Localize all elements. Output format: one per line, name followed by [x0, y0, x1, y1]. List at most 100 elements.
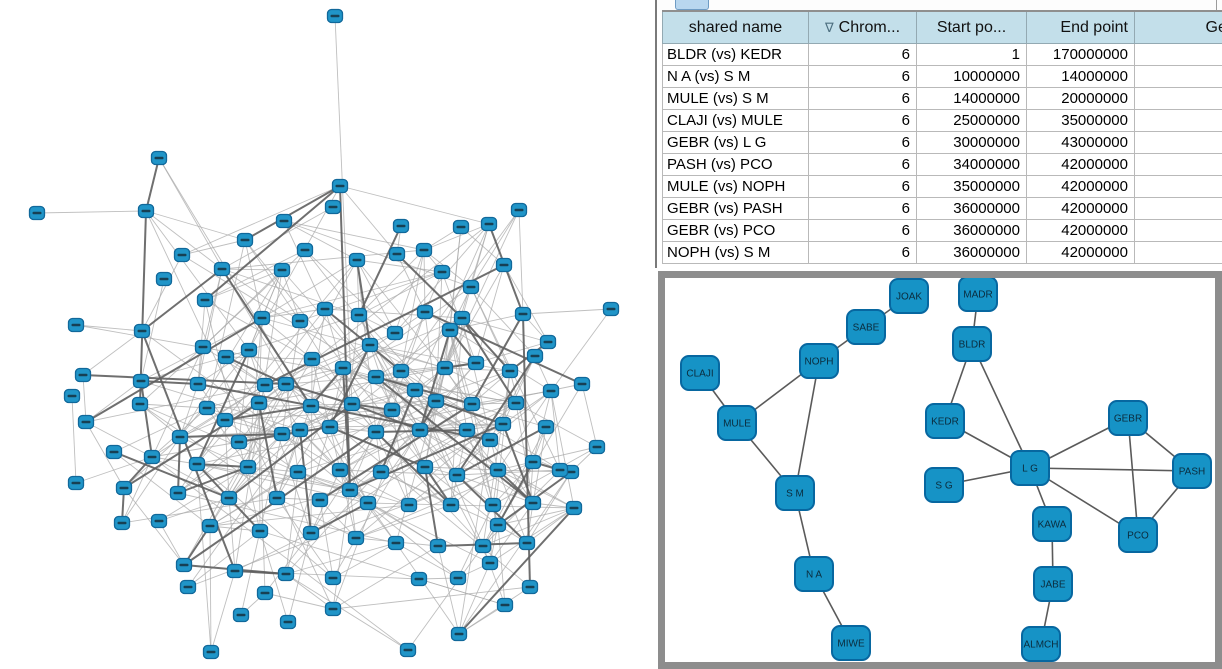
network-node[interactable]: [526, 348, 544, 364]
network-node[interactable]: [392, 363, 410, 379]
network-node[interactable]: [537, 419, 555, 435]
table-cell[interactable]: 42000000: [1026, 175, 1135, 198]
network-node[interactable]: [240, 342, 258, 358]
network-node[interactable]: [150, 150, 168, 166]
table-row[interactable]: PASH (vs) PCO6340000004200000011.4: [662, 153, 1222, 176]
network-node[interactable]: [132, 373, 150, 389]
network-node[interactable]: [150, 513, 168, 529]
table-cell[interactable]: 30000000: [916, 131, 1027, 154]
table-cell[interactable]: 6.6: [1134, 65, 1222, 88]
table-cell[interactable]: MULE (vs) S M: [662, 87, 809, 110]
network-node[interactable]: [273, 426, 291, 442]
network-node[interactable]: [406, 382, 424, 398]
table-cell[interactable]: 7.5: [1134, 87, 1222, 110]
network-node[interactable]: [326, 8, 344, 24]
network-node[interactable]: [226, 563, 244, 579]
network-node[interactable]: [277, 376, 295, 392]
network-node[interactable]: [277, 566, 295, 582]
network-node[interactable]: [449, 570, 467, 586]
table-row[interactable]: GEBR (vs) L G6300000004300000016.9: [662, 131, 1222, 154]
network-node[interactable]: [113, 515, 131, 531]
network-node[interactable]: [213, 261, 231, 277]
network-node[interactable]: [131, 396, 149, 412]
network-node[interactable]: [416, 459, 434, 475]
network-node[interactable]: [268, 490, 286, 506]
column-header-chrom---[interactable]: ∇ Chrom...: [808, 10, 917, 44]
network-node[interactable]: [169, 485, 187, 501]
table-row[interactable]: MULE (vs) S M614000000200000007.5: [662, 87, 1222, 110]
table-cell[interactable]: 16.9: [1134, 131, 1222, 154]
network-node[interactable]: [216, 412, 234, 428]
table-cell[interactable]: 43000000: [1026, 131, 1135, 154]
network-node[interactable]: [133, 323, 151, 339]
network-node[interactable]: [220, 490, 238, 506]
network-node-l-g[interactable]: L G: [1010, 450, 1050, 486]
network-node[interactable]: [551, 462, 569, 478]
network-node[interactable]: [410, 571, 428, 587]
table-row[interactable]: GEBR (vs) PCO636000000420000008.4: [662, 219, 1222, 242]
network-node[interactable]: [350, 307, 368, 323]
network-node[interactable]: [250, 395, 268, 411]
table-cell[interactable]: 14000000: [1026, 65, 1135, 88]
network-node-s-m[interactable]: S M: [775, 475, 815, 511]
network-node[interactable]: [291, 422, 309, 438]
table-cell[interactable]: 8.4: [1134, 219, 1222, 242]
table-cell[interactable]: 9.9: [1134, 241, 1222, 264]
network-node[interactable]: [436, 360, 454, 376]
table-cell[interactable]: 20000000: [1026, 87, 1135, 110]
network-node[interactable]: [201, 518, 219, 534]
table-cell[interactable]: N A (vs) S M: [662, 65, 809, 88]
network-node[interactable]: [279, 614, 297, 630]
network-node-pash[interactable]: PASH: [1172, 453, 1212, 489]
table-cell[interactable]: 6: [808, 43, 917, 66]
network-node[interactable]: [453, 310, 471, 326]
network-node[interactable]: [303, 351, 321, 367]
network-node[interactable]: [67, 475, 85, 491]
network-node-pco[interactable]: PCO: [1118, 517, 1158, 553]
network-node[interactable]: [416, 304, 434, 320]
network-node[interactable]: [256, 585, 274, 601]
column-header-start-po---[interactable]: Start po...: [916, 10, 1027, 44]
network-edge-GEBR-PCO[interactable]: [1127, 417, 1139, 536]
network-edge-NOPH-SM[interactable]: [794, 360, 820, 494]
network-node[interactable]: [321, 419, 339, 435]
network-node[interactable]: [474, 538, 492, 554]
network-node[interactable]: [542, 383, 560, 399]
network-node[interactable]: [347, 530, 365, 546]
table-cell[interactable]: 35000000: [1026, 109, 1135, 132]
network-node[interactable]: [331, 178, 349, 194]
network-node[interactable]: [74, 367, 92, 383]
network-node-kedr[interactable]: KEDR: [925, 403, 965, 439]
network-node[interactable]: [573, 376, 591, 392]
network-node[interactable]: [524, 495, 542, 511]
network-node[interactable]: [602, 301, 620, 317]
table-cell[interactable]: 42000000: [1026, 153, 1135, 176]
network-node[interactable]: [189, 376, 207, 392]
network-node-miwe[interactable]: MIWE: [831, 625, 871, 661]
network-node[interactable]: [316, 301, 334, 317]
network-node[interactable]: [481, 555, 499, 571]
network-node[interactable]: [348, 252, 366, 268]
network-node[interactable]: [28, 205, 46, 221]
network-node[interactable]: [230, 434, 248, 450]
table-cell[interactable]: 170000000: [1026, 43, 1135, 66]
network-node[interactable]: [565, 500, 583, 516]
network-node[interactable]: [179, 579, 197, 595]
table-cell[interactable]: 5.9: [1134, 109, 1222, 132]
network-node[interactable]: [188, 456, 206, 472]
network-node[interactable]: [392, 218, 410, 234]
network-node-mule[interactable]: MULE: [717, 405, 757, 441]
network-node[interactable]: [489, 517, 507, 533]
table-cell[interactable]: MULE (vs) NOPH: [662, 175, 809, 198]
table-cell[interactable]: 6: [808, 153, 917, 176]
network-node[interactable]: [143, 449, 161, 465]
table-row[interactable]: GEBR (vs) PASH636000000420000008.9: [662, 197, 1222, 220]
table-cell[interactable]: PASH (vs) PCO: [662, 153, 809, 176]
table-row[interactable]: N A (vs) S M610000000140000006.6: [662, 65, 1222, 88]
network-node[interactable]: [171, 429, 189, 445]
table-cell[interactable]: 34000000: [916, 153, 1027, 176]
network-node[interactable]: [324, 199, 342, 215]
network-node[interactable]: [311, 492, 329, 508]
network-node[interactable]: [489, 462, 507, 478]
network-node[interactable]: [232, 607, 250, 623]
